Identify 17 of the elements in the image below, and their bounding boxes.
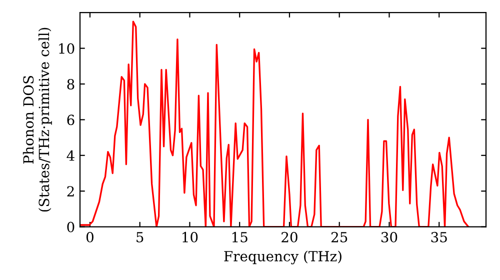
x-tick-label: 20 xyxy=(282,232,298,242)
y-axis-title: Phonon DOS (States/THz·primitive cell) xyxy=(22,28,52,212)
x-tick-label: 10 xyxy=(182,232,198,242)
x-tick-label: 35 xyxy=(431,232,447,242)
x-tick-label: 5 xyxy=(136,232,144,242)
x-tick-label: 25 xyxy=(331,232,348,242)
y-tick-label: 2 xyxy=(67,186,74,196)
x-tick-label: 0 xyxy=(86,232,94,242)
y-tick-label: 4 xyxy=(66,150,74,161)
y-tick-label: 0 xyxy=(67,222,74,232)
x-axis-title: Frequency (THz) xyxy=(224,250,342,264)
x-tick-label: 15 xyxy=(232,232,248,242)
y-tick-label: 6 xyxy=(67,114,74,126)
line-series xyxy=(80,20,470,227)
x-tick-label: 30 xyxy=(381,232,398,242)
y-tick-label: 8 xyxy=(67,78,74,90)
y-tick-label: 10 xyxy=(59,43,74,54)
